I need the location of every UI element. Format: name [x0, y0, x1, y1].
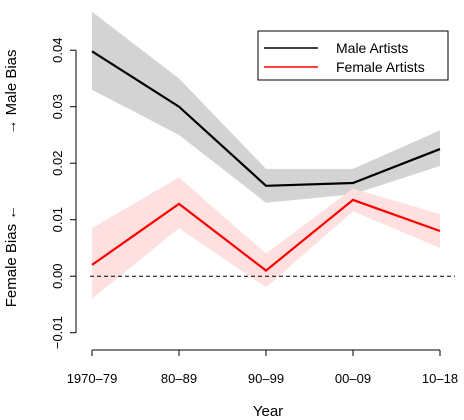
series-line-male	[91, 50, 441, 187]
x-axis: 1970–79 80–89 90–99 00–09 10–18	[67, 349, 458, 386]
y-tick-label: 0.00	[50, 264, 65, 289]
y-tick-label: 0.01	[50, 207, 65, 232]
y-axis: −0.01 0.00 0.01 0.02 0.03 0.04	[50, 38, 77, 349]
y-tick-label: −0.01	[50, 316, 65, 349]
legend-label-male: Male Artists	[336, 40, 408, 56]
legend-box	[257, 30, 449, 81]
legend: Male Artists Female Artists	[257, 30, 449, 81]
confidence-band-female	[92, 177, 440, 299]
x-tick-label: 90–99	[248, 371, 284, 386]
legend-label-female: Female Artists	[336, 59, 425, 75]
x-tick-label: 1970–79	[67, 371, 118, 386]
y-axis-label-male: → Male Bias	[3, 49, 20, 134]
y-tick-label: 0.02	[50, 151, 65, 176]
x-axis-label: Year	[253, 403, 283, 420]
series-line-female	[91, 198, 441, 272]
y-tick-label: 0.04	[50, 38, 65, 63]
confidence-band-male	[92, 11, 440, 203]
y-tick-label: 0.03	[50, 94, 65, 119]
series-lines	[91, 50, 441, 272]
confidence-bands	[92, 11, 440, 299]
x-tick-label: 80–89	[161, 371, 197, 386]
x-tick-label: 00–09	[335, 371, 371, 386]
x-tick-label: 10–18	[422, 371, 458, 386]
y-axis-label-female: Female Bias ←	[3, 205, 20, 308]
